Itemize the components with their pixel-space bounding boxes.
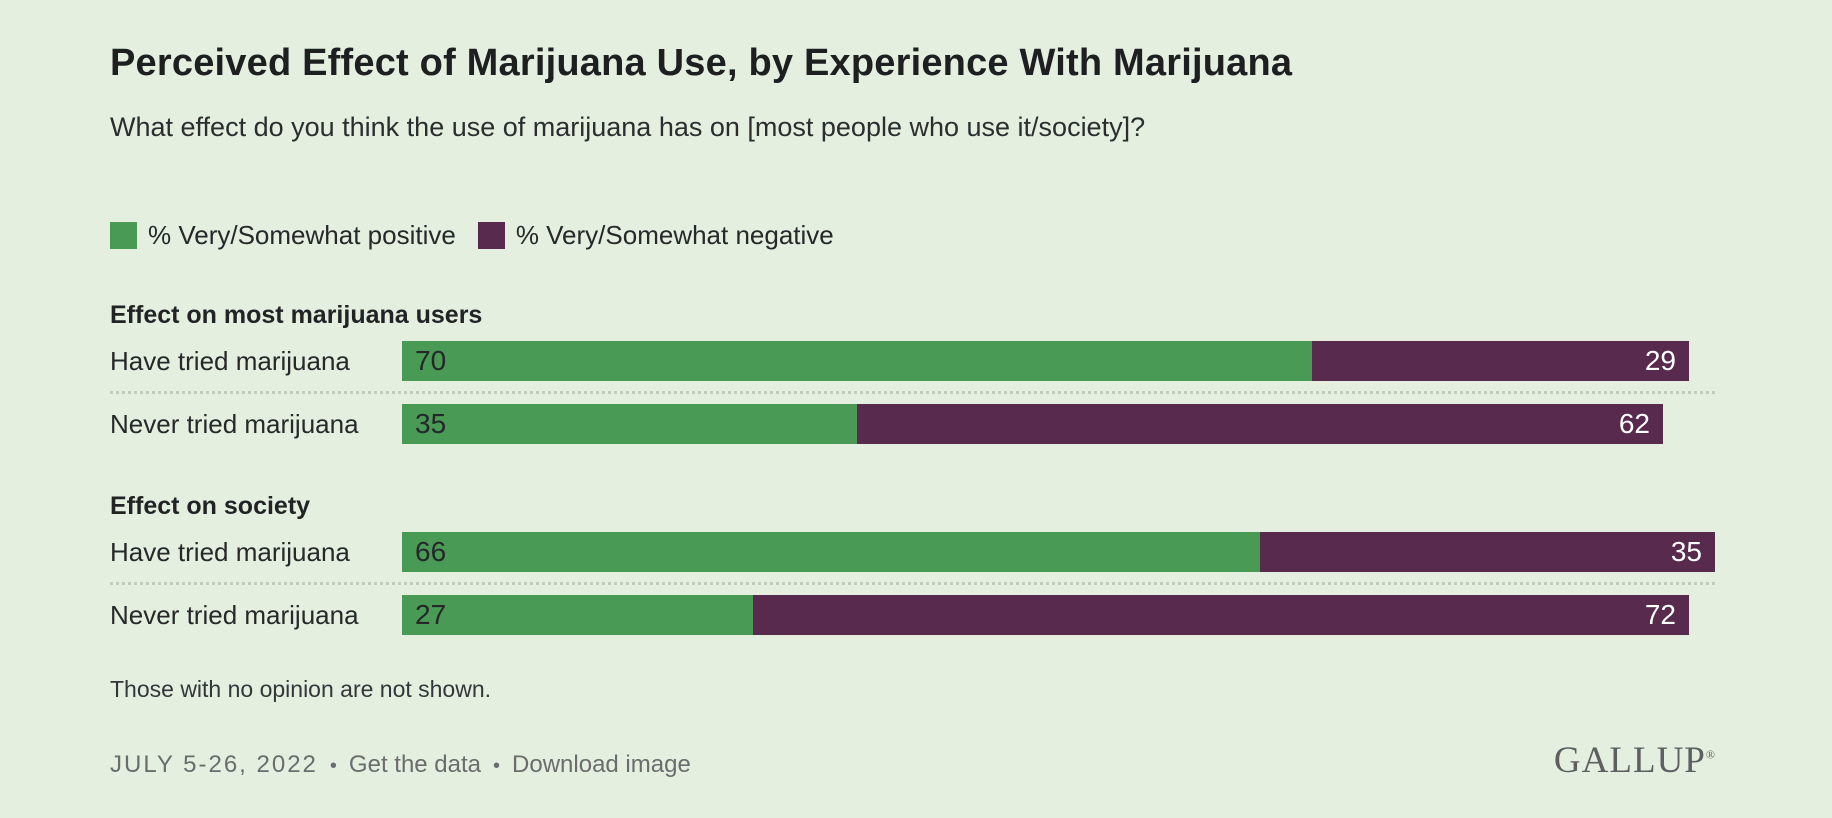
bar-row: Never tried marijuana 35 62 <box>110 404 1715 444</box>
chart-group: Effect on most marijuana users Have trie… <box>110 301 1715 444</box>
footer-meta: JULY 5-26, 2022 • Get the data • Downloa… <box>110 751 691 779</box>
bar-row: Have tried marijuana 70 29 <box>110 341 1715 381</box>
positive-value-label: 70 <box>415 345 447 376</box>
row-separator <box>110 582 1715 585</box>
bar-row: Never tried marijuana 27 72 <box>110 595 1715 635</box>
chart-group: Effect on society Have tried marijuana 6… <box>110 492 1715 635</box>
negative-value-label: 35 <box>1670 536 1702 567</box>
chart-groups: Effect on most marijuana users Have trie… <box>110 301 1715 635</box>
group-heading: Effect on society <box>110 492 311 520</box>
positive-value-label: 27 <box>415 599 447 630</box>
legend-item: % Very/Somewhat positive <box>110 220 456 251</box>
group-rows: Have tried marijuana 70 29 Never tried m… <box>110 341 1715 444</box>
legend-swatch-icon <box>477 222 505 249</box>
positive-bar-segment: 66 <box>402 532 1260 572</box>
negative-bar-segment: 72 <box>753 595 1689 635</box>
gallup-logo: GALLUP® <box>1554 742 1715 779</box>
bar-row-label: Never tried marijuana <box>110 599 359 630</box>
footer: JULY 5-26, 2022 • Get the data • Downloa… <box>110 742 1715 779</box>
positive-bar-segment: 27 <box>402 595 753 635</box>
survey-date: JULY 5-26, 2022 <box>110 751 318 778</box>
positive-bar-segment: 35 <box>402 404 857 444</box>
negative-bar-segment: 35 <box>1260 532 1715 572</box>
positive-value-label: 35 <box>415 408 447 439</box>
positive-value-label: 66 <box>415 536 447 567</box>
legend-label: % Very/Somewhat positive <box>148 220 456 250</box>
negative-value-label: 29 <box>1644 345 1676 376</box>
legend-swatch-icon <box>110 222 137 249</box>
legend-item: % Very/Somewhat negative <box>477 220 834 251</box>
chart-card: Perceived Effect of Marijuana Use, by Ex… <box>110 42 1715 779</box>
negative-bar-segment: 62 <box>857 404 1663 444</box>
bar-track: 35 62 <box>402 404 1663 444</box>
group-rows: Have tried marijuana 66 35 Never tried m… <box>110 532 1715 635</box>
bar-row-label: Never tried marijuana <box>110 408 359 439</box>
legend-label: % Very/Somewhat negative <box>515 220 834 250</box>
bar-track: 27 72 <box>402 595 1689 635</box>
negative-value-label: 62 <box>1618 408 1650 439</box>
get-the-data-link[interactable]: Get the data <box>348 751 482 778</box>
bar-track: 70 29 <box>402 341 1689 381</box>
chart-subtitle: What effect do you think the use of mari… <box>110 112 1146 142</box>
bullet-separator: • <box>493 755 501 777</box>
bar-row-label: Have tried marijuana <box>110 345 350 376</box>
chart-title: Perceived Effect of Marijuana Use, by Ex… <box>110 42 1293 84</box>
positive-bar-segment: 70 <box>402 341 1312 381</box>
group-heading: Effect on most marijuana users <box>110 301 483 329</box>
bar-row-label: Have tried marijuana <box>110 536 350 567</box>
download-image-link[interactable]: Download image <box>512 751 691 778</box>
stacked-bar-chart: Effect on most marijuana users Have trie… <box>110 301 1715 635</box>
bar-track: 66 35 <box>402 532 1715 572</box>
chart-note: Those with no opinion are not shown. <box>110 676 492 702</box>
legend: % Very/Somewhat positive % Very/Somewhat… <box>110 220 1715 251</box>
registered-trademark-icon: ® <box>1705 747 1715 762</box>
gallup-logo-text: GALLUP <box>1553 740 1706 781</box>
row-separator <box>110 391 1715 394</box>
negative-bar-segment: 29 <box>1312 341 1689 381</box>
bullet-separator: • <box>329 755 337 777</box>
bar-row: Have tried marijuana 66 35 <box>110 532 1715 572</box>
negative-value-label: 72 <box>1644 599 1676 630</box>
